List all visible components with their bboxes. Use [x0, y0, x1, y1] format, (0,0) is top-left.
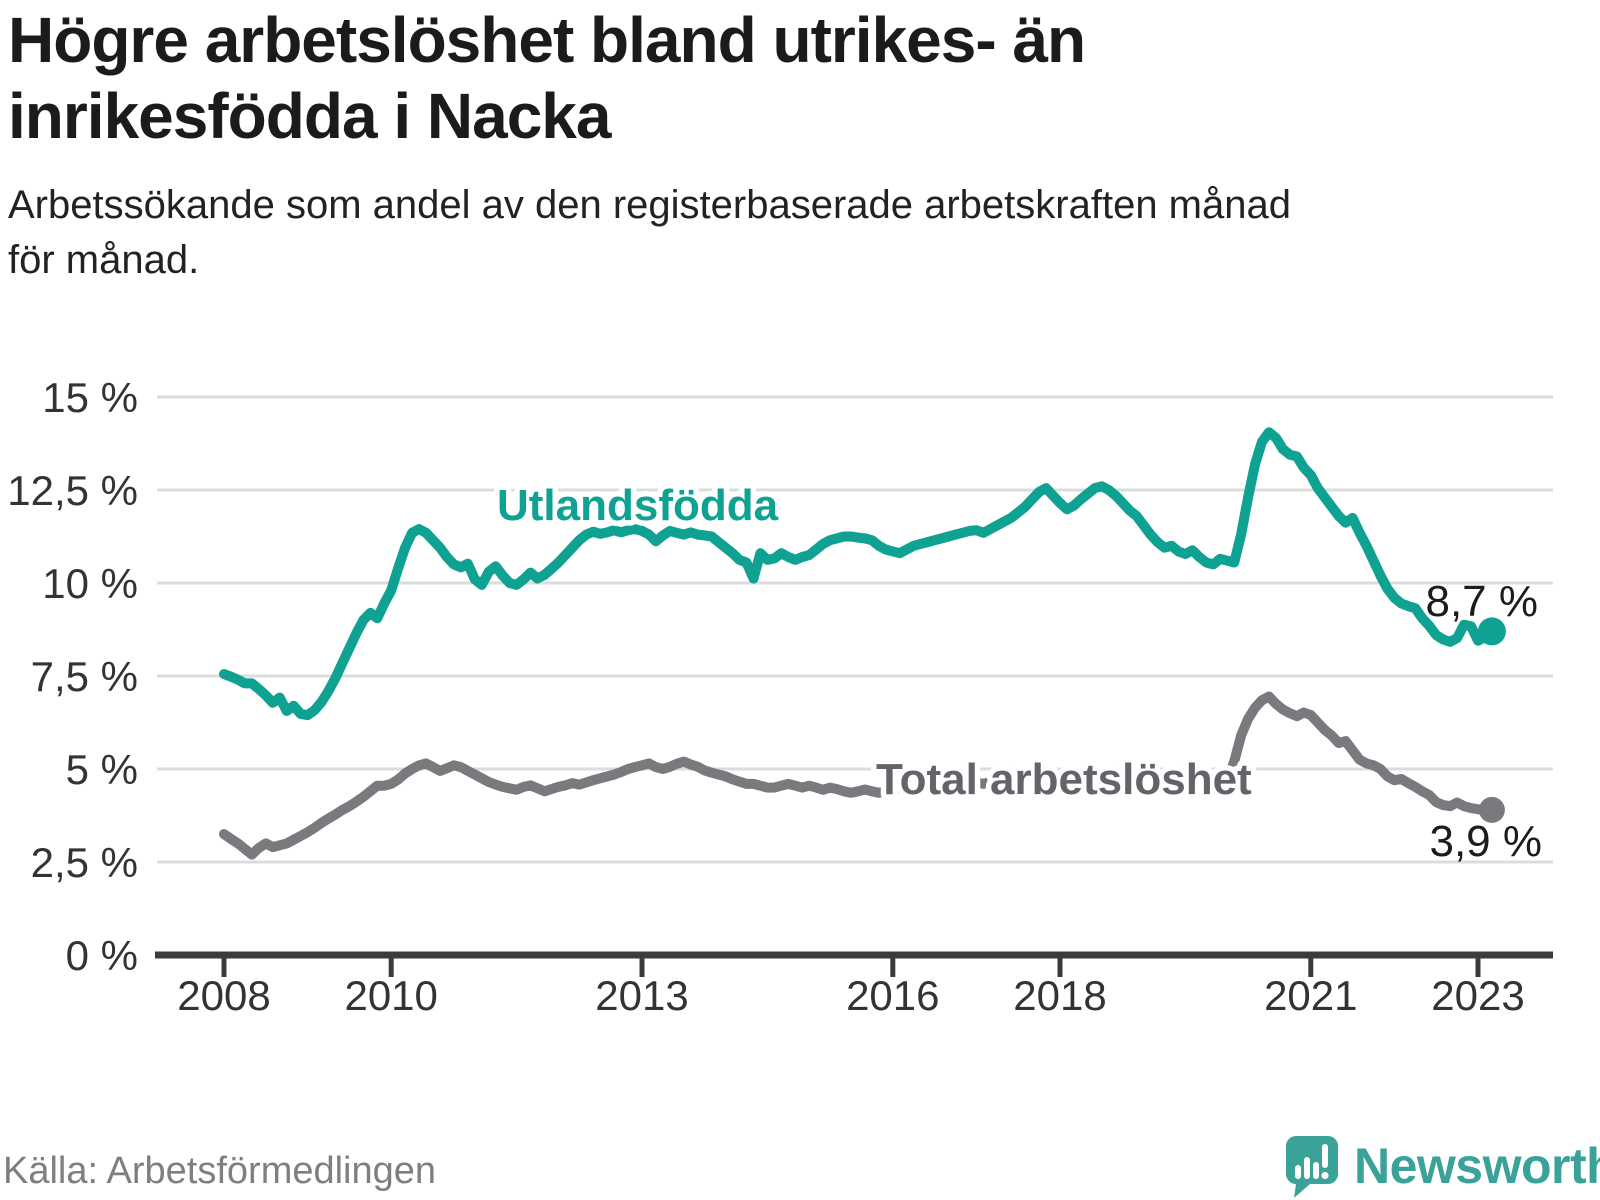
- series-end-dot-utlandsfodda: [1477, 617, 1506, 646]
- series-end-value-total: 3,9 %: [1429, 817, 1542, 866]
- series-label-total: Total arbetslöshet: [876, 755, 1252, 804]
- x-tick-label: 2016: [846, 972, 939, 1019]
- brand-wordmark: Newsworthy: [1354, 1138, 1600, 1194]
- logo-exclamation-bar: [1322, 1144, 1328, 1168]
- y-tick-label: 2,5 %: [31, 839, 138, 886]
- y-tick-label: 7,5 %: [31, 653, 138, 700]
- newsworthy-logo-icon: [1286, 1136, 1338, 1198]
- series-line-utlandsfodda: [219, 427, 1497, 721]
- x-tick-label: 2010: [344, 972, 437, 1019]
- y-tick-label: 15 %: [42, 374, 138, 421]
- x-tick-label: 2008: [177, 972, 270, 1019]
- y-tick-label: 10 %: [42, 560, 138, 607]
- x-tick-label: 2018: [1013, 972, 1106, 1019]
- logo-bar-3: [1313, 1162, 1319, 1179]
- x-tick-label: 2021: [1264, 972, 1357, 1019]
- series-line-total: [219, 691, 1497, 860]
- logo-exclamation-dot: [1321, 1171, 1329, 1180]
- page-title: Högre arbetslöshet bland utrikes- än inr…: [8, 4, 1086, 152]
- series-end-dot-total: [1478, 796, 1505, 823]
- logo-bar-1: [1295, 1165, 1301, 1179]
- page-subtitle: Arbetssökande som andel av den registerb…: [8, 183, 1291, 282]
- x-tick-label: 2023: [1431, 972, 1524, 1019]
- logo-bar-2: [1304, 1157, 1310, 1179]
- brand-lockup: Newsworthy: [1286, 1136, 1600, 1200]
- y-tick-label: 12,5 %: [7, 467, 138, 514]
- logo-bubble: [1286, 1136, 1338, 1198]
- y-tick-label: 0 %: [66, 932, 138, 979]
- source-credit: Källa: Arbetsförmedlingen: [3, 1150, 437, 1192]
- series-end-value-utlandsfodda: 8,7 %: [1425, 577, 1538, 626]
- y-tick-label: 5 %: [66, 746, 138, 793]
- series-label-utlandsfodda: Utlandsfödda: [497, 481, 779, 530]
- x-tick-label: 2013: [595, 972, 688, 1019]
